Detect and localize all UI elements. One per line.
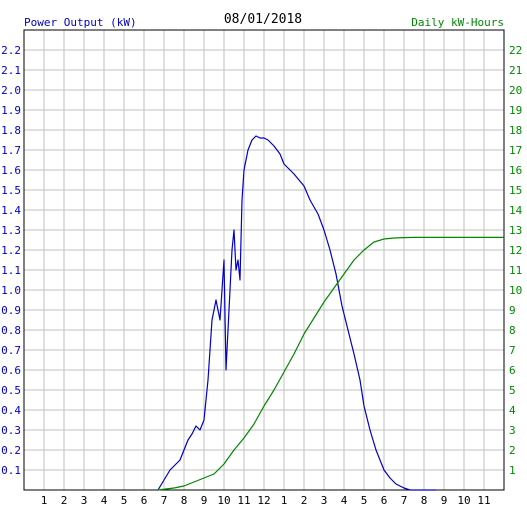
left-tick-label: 0.2 [1,444,21,457]
left-tick-label: 1.3 [1,224,21,237]
right-tick-label: 2 [509,444,516,457]
right-tick-label: 18 [509,124,522,137]
x-tick-label: 12 [257,494,270,507]
right-tick-label: 17 [509,144,522,157]
x-tick-label: 7 [161,494,168,507]
right-tick-label: 15 [509,184,522,197]
left-axis-title: Power Output (kW) [24,16,137,29]
left-tick-label: 1.7 [1,144,21,157]
left-tick-label: 0.3 [1,424,21,437]
left-tick-label: 1.9 [1,104,21,117]
x-tick-label: 7 [401,494,408,507]
left-tick-label: 1.0 [1,284,21,297]
right-tick-label: 16 [509,164,522,177]
x-tick-label: 8 [421,494,428,507]
right-tick-label: 7 [509,344,516,357]
left-tick-label: 1.4 [1,204,21,217]
x-tick-label: 11 [477,494,490,507]
right-tick-label: 6 [509,364,516,377]
left-tick-label: 2.0 [1,84,21,97]
right-tick-label: 3 [509,424,516,437]
left-tick-label: 2.2 [1,44,21,57]
right-tick-label: 19 [509,104,522,117]
right-tick-label: 10 [509,284,522,297]
left-tick-label: 0.1 [1,464,21,477]
right-tick-label: 11 [509,264,522,277]
right-tick-label: 13 [509,224,522,237]
left-tick-label: 1.8 [1,124,21,137]
x-tick-label: 1 [281,494,288,507]
left-tick-label: 1.1 [1,264,21,277]
x-tick-label: 5 [361,494,368,507]
right-tick-label: 22 [509,44,522,57]
left-tick-label: 0.4 [1,404,21,417]
x-tick-label: 6 [141,494,148,507]
left-tick-label: 2.1 [1,64,21,77]
right-tick-label: 20 [509,84,522,97]
x-tick-label: 2 [61,494,68,507]
chart-title: 08/01/2018 [224,12,302,27]
left-tick-label: 0.8 [1,324,21,337]
left-tick-label: 0.7 [1,344,21,357]
right-tick-label: 5 [509,384,516,397]
x-tick-label: 3 [321,494,328,507]
left-tick-label: 1.2 [1,244,21,257]
right-tick-label: 12 [509,244,522,257]
left-tick-label: 1.6 [1,164,21,177]
left-tick-label: 0.6 [1,364,21,377]
x-tick-label: 1 [41,494,48,507]
x-tick-label: 8 [181,494,188,507]
right-tick-label: 4 [509,404,516,417]
series-line-energy [157,236,504,491]
right-tick-label: 9 [509,304,516,317]
right-tick-label: 1 [509,464,516,477]
left-tick-label: 1.5 [1,184,21,197]
x-tick-label: 9 [441,494,448,507]
right-tick-label: 8 [509,324,516,337]
series-line-power [157,135,436,491]
left-tick-label: 0.9 [1,304,21,317]
x-tick-label: 4 [341,494,348,507]
x-tick-label: 3 [81,494,88,507]
x-tick-label: 2 [301,494,308,507]
right-tick-label: 21 [509,64,522,77]
x-tick-label: 6 [381,494,388,507]
x-tick-label: 10 [457,494,470,507]
x-tick-label: 9 [201,494,208,507]
x-tick-label: 4 [101,494,108,507]
x-tick-label: 5 [121,494,128,507]
x-tick-label: 11 [237,494,250,507]
left-tick-label: 0.5 [1,384,21,397]
right-tick-label: 14 [509,204,523,217]
right-axis-title: Daily kW-Hours [411,16,504,29]
plot-frame [23,29,505,491]
x-tick-label: 10 [217,494,230,507]
